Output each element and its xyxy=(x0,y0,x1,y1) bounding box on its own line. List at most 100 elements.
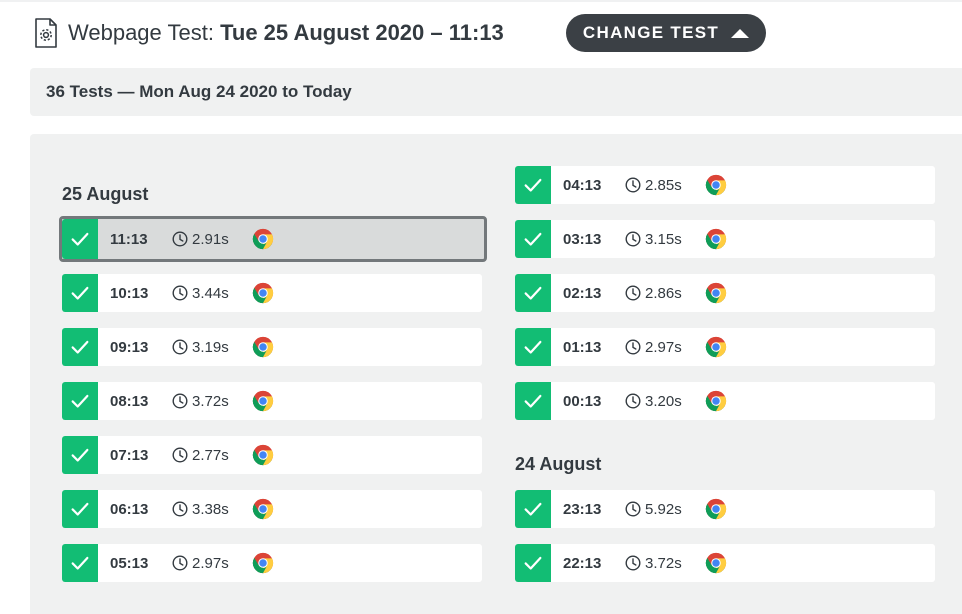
clock-icon xyxy=(625,231,641,247)
change-test-button[interactable]: CHANGE TEST xyxy=(566,14,766,52)
page-title: Webpage Test: Tue 25 August 2020 – 11:13 xyxy=(68,20,504,46)
checkmark-icon xyxy=(69,228,91,250)
test-time: 09:13 xyxy=(110,338,149,356)
chrome-icon xyxy=(252,444,274,466)
test-duration: 2.77s xyxy=(172,447,252,464)
chrome-icon xyxy=(705,282,727,304)
clock-icon xyxy=(172,339,188,355)
test-duration: 3.44s xyxy=(172,285,252,302)
test-row[interactable]: 22:13 3.72s xyxy=(515,544,935,582)
test-row[interactable]: 07:13 2.77s xyxy=(62,436,482,474)
chrome-icon xyxy=(252,552,274,574)
test-row[interactable]: 04:13 2.85s xyxy=(515,166,935,204)
page-title-prefix: Webpage Test: xyxy=(68,20,214,45)
test-duration-value: 3.72s xyxy=(645,554,682,572)
test-duration-value: 2.97s xyxy=(192,554,229,572)
test-duration-value: 3.20s xyxy=(645,392,682,410)
test-duration: 3.15s xyxy=(625,231,705,248)
chrome-icon xyxy=(705,552,727,574)
checkmark-icon xyxy=(522,174,544,196)
test-row[interactable]: 08:13 3.72s xyxy=(62,382,482,420)
chrome-icon xyxy=(252,498,274,520)
test-row[interactable]: 11:13 2.91s xyxy=(59,216,487,262)
test-duration-value: 5.92s xyxy=(645,500,682,518)
test-duration: 3.38s xyxy=(172,501,252,518)
top-divider xyxy=(0,0,962,2)
chrome-icon xyxy=(252,336,274,358)
checkmark-icon xyxy=(69,552,91,574)
test-row[interactable]: 02:13 2.86s xyxy=(515,274,935,312)
status-check-icon xyxy=(62,544,98,582)
test-row[interactable]: 06:13 3.38s xyxy=(62,490,482,528)
clock-icon xyxy=(625,285,641,301)
checkmark-icon xyxy=(522,228,544,250)
test-duration-value: 3.15s xyxy=(645,230,682,248)
test-row[interactable]: 23:13 5.92s xyxy=(515,490,935,528)
test-duration-value: 2.77s xyxy=(192,446,229,464)
checkmark-icon xyxy=(522,282,544,304)
test-duration: 2.91s xyxy=(172,231,252,248)
test-duration-value: 2.86s xyxy=(645,284,682,302)
page-header: Webpage Test: Tue 25 August 2020 – 11:13 xyxy=(34,14,504,52)
test-time: 03:13 xyxy=(563,230,602,248)
status-check-icon xyxy=(515,544,551,582)
test-row[interactable]: 01:13 2.97s xyxy=(515,328,935,366)
status-check-icon xyxy=(62,219,98,259)
test-time: 08:13 xyxy=(110,392,149,410)
test-row[interactable]: 00:13 3.20s xyxy=(515,382,935,420)
test-time: 06:13 xyxy=(110,500,149,518)
test-row[interactable]: 10:13 3.44s xyxy=(62,274,482,312)
status-check-icon xyxy=(515,220,551,258)
test-row[interactable]: 09:13 3.19s xyxy=(62,328,482,366)
test-duration-value: 3.72s xyxy=(192,392,229,410)
checkmark-icon xyxy=(69,498,91,520)
clock-icon xyxy=(625,501,641,517)
test-duration: 5.92s xyxy=(625,501,705,518)
status-check-icon xyxy=(62,328,98,366)
test-duration: 3.72s xyxy=(625,555,705,572)
test-row[interactable]: 05:13 2.97s xyxy=(62,544,482,582)
checkmark-icon xyxy=(69,336,91,358)
test-duration-value: 3.44s xyxy=(192,284,229,302)
page-title-date: Tue 25 August 2020 – 11:13 xyxy=(220,20,504,45)
test-time: 00:13 xyxy=(563,392,602,410)
test-time: 23:13 xyxy=(563,500,602,518)
checkmark-icon xyxy=(69,390,91,412)
checkmark-icon xyxy=(522,390,544,412)
chrome-icon xyxy=(252,228,274,250)
chrome-icon xyxy=(705,498,727,520)
test-row[interactable]: 03:13 3.15s xyxy=(515,220,935,258)
checkmark-icon xyxy=(522,336,544,358)
tests-summary-bar: 36 Tests — Mon Aug 24 2020 to Today xyxy=(30,68,962,116)
status-check-icon xyxy=(515,274,551,312)
clock-icon xyxy=(172,285,188,301)
clock-icon xyxy=(172,555,188,571)
test-time: 11:13 xyxy=(110,230,148,248)
status-check-icon xyxy=(62,436,98,474)
clock-icon xyxy=(172,447,188,463)
status-check-icon xyxy=(62,274,98,312)
checkmark-icon xyxy=(522,498,544,520)
checkmark-icon xyxy=(69,282,91,304)
test-time: 04:13 xyxy=(563,176,602,194)
status-check-icon xyxy=(515,490,551,528)
group-heading-25-august: 25 August xyxy=(62,184,149,204)
clock-icon xyxy=(625,393,641,409)
test-time: 22:13 xyxy=(563,554,602,572)
clock-icon xyxy=(625,339,641,355)
clock-icon xyxy=(625,177,641,193)
test-duration: 2.97s xyxy=(172,555,252,572)
test-time: 07:13 xyxy=(110,446,149,464)
chrome-icon xyxy=(705,228,727,250)
status-check-icon xyxy=(515,166,551,204)
test-duration: 2.86s xyxy=(625,285,705,302)
test-time: 10:13 xyxy=(110,284,149,302)
test-duration-value: 2.91s xyxy=(192,230,229,248)
test-duration: 2.97s xyxy=(625,339,705,356)
chrome-icon xyxy=(252,282,274,304)
test-time: 01:13 xyxy=(563,338,602,356)
clock-icon xyxy=(172,501,188,517)
status-check-icon xyxy=(515,382,551,420)
test-duration: 3.19s xyxy=(172,339,252,356)
group-heading-24-august: 24 August xyxy=(515,454,602,474)
